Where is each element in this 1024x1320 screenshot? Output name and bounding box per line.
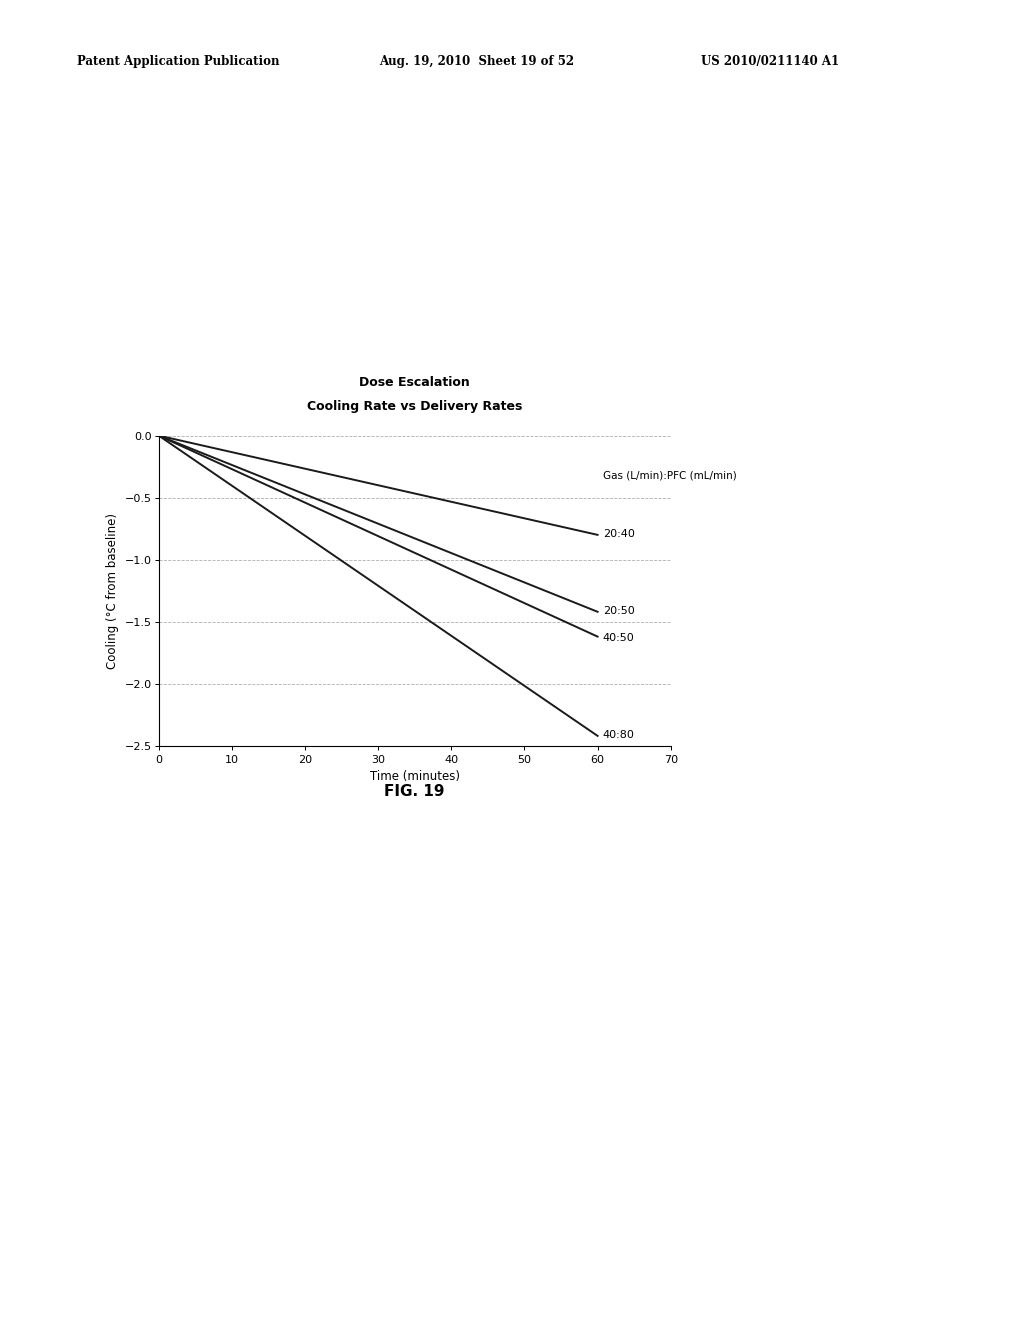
Text: FIG. 19: FIG. 19 [384,784,445,799]
Text: Gas (L/min):PFC (mL/min): Gas (L/min):PFC (mL/min) [603,470,736,480]
X-axis label: Time (minutes): Time (minutes) [370,771,460,783]
Y-axis label: Cooling (°C from baseline): Cooling (°C from baseline) [106,512,119,669]
Text: 40:80: 40:80 [603,730,635,739]
Text: 20:40: 20:40 [603,528,635,539]
Text: US 2010/0211140 A1: US 2010/0211140 A1 [701,55,840,69]
Text: Patent Application Publication: Patent Application Publication [77,55,280,69]
Text: 40:50: 40:50 [603,632,635,643]
Text: 20:50: 20:50 [603,606,635,615]
Text: Dose Escalation: Dose Escalation [359,376,470,389]
Text: Aug. 19, 2010  Sheet 19 of 52: Aug. 19, 2010 Sheet 19 of 52 [379,55,574,69]
Text: Cooling Rate vs Delivery Rates: Cooling Rate vs Delivery Rates [307,400,522,413]
